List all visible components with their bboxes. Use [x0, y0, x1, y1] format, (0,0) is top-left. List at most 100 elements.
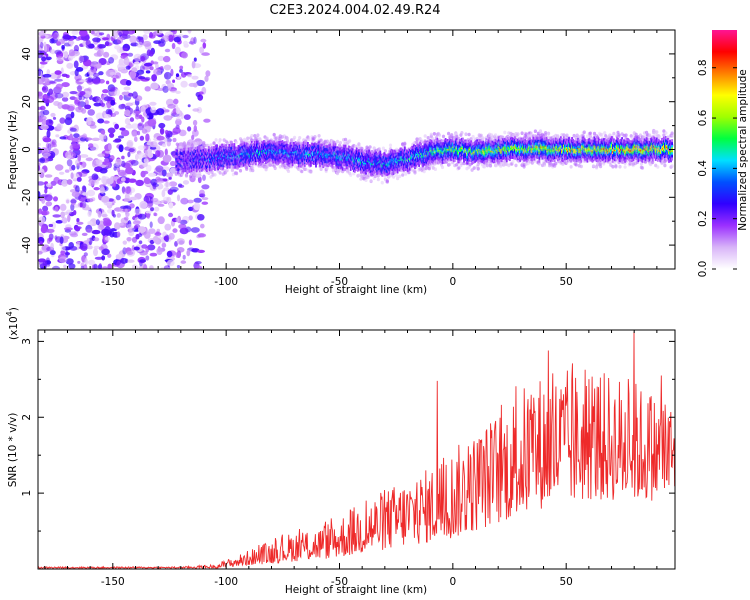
spectrogram-cell [44, 78, 50, 85]
spectrogram-cell [92, 97, 99, 102]
spectrogram-cell [331, 156, 334, 158]
spectrogram-cell [136, 41, 144, 48]
spectrogram-cell [209, 143, 213, 147]
spectrogram-cell [396, 162, 399, 164]
spectrogram-cell [80, 243, 88, 251]
spectrogram-cell [90, 30, 95, 35]
spectrogram-cell [46, 129, 51, 138]
spectrogram-cell [125, 124, 134, 129]
spectrogram-cell [255, 136, 259, 140]
spectrogram-cell [62, 35, 72, 40]
spectrogram-cell [198, 171, 202, 176]
spectrogram-cell [165, 172, 173, 178]
spectrogram-cell [118, 58, 124, 66]
spectrogram-cell [84, 104, 92, 110]
spectrogram-cell [200, 146, 204, 150]
spectrogram-cell [149, 66, 154, 71]
spectrogram-cell [92, 79, 101, 85]
spectrogram-cell [120, 177, 126, 182]
spectrogram-cell [202, 174, 206, 181]
spectrogram-cell [42, 109, 50, 116]
spectrogram-cell [166, 259, 175, 267]
spectrogram-cell [387, 164, 390, 166]
spectrogram-cell [180, 260, 187, 264]
spectrogram-cell [79, 154, 89, 158]
spectrogram-cell [114, 45, 121, 50]
spectrogram-cell [55, 134, 60, 138]
spectrogram-cell [82, 133, 88, 139]
spectrogram-cell [197, 176, 202, 184]
spectrogram-cell [402, 160, 405, 162]
spectrogram-cell [511, 160, 515, 164]
spectrogram-cell [265, 152, 267, 154]
spectrogram-cell [39, 241, 43, 246]
spectrogram-cell [181, 159, 184, 161]
spectrogram-cell [292, 151, 295, 154]
spectrogram-cell [253, 134, 257, 138]
spectrogram-cell [205, 159, 207, 161]
spectrogram-cell [164, 129, 169, 135]
spectrogram-cell [94, 256, 104, 260]
spectrogram-cell [87, 220, 93, 225]
spectrogram-cell [79, 91, 86, 96]
spectrogram-cell [137, 145, 146, 151]
spectrogram-cell [71, 191, 80, 198]
spectrogram-cell [369, 179, 373, 183]
spectrogram-cell [75, 185, 80, 193]
spectrogram-cell [137, 122, 144, 131]
spectrogram-cell [119, 222, 124, 226]
spectrogram-cell [182, 160, 185, 163]
spectrogram-cell [66, 159, 73, 167]
spectrogram-cell [258, 153, 260, 156]
spectrogram-cell [41, 56, 47, 62]
spectrogram-cell [240, 153, 243, 155]
spectrogram-cell [123, 57, 130, 66]
spectrogram-cell [538, 129, 543, 133]
spectrogram-cell [82, 192, 88, 196]
spectrogram-cell [126, 251, 134, 255]
spectrogram-cell [201, 52, 210, 56]
spectrogram-cell [42, 137, 52, 143]
spectrogram-cell [149, 101, 157, 106]
spectrogram-cell [167, 103, 176, 109]
spectrogram-cell [383, 162, 386, 164]
spectrogram-cell [176, 194, 181, 202]
spectrogram-cell [162, 85, 169, 93]
spectrogram-cell [533, 129, 538, 133]
spectrogram-cell [159, 200, 168, 204]
spectrogram-cell [321, 153, 324, 156]
spectrogram-cell [158, 122, 166, 129]
spectrogram-cell [317, 152, 319, 154]
spectrogram-cell [129, 117, 135, 122]
spectrogram-cell [71, 164, 76, 171]
spectrogram-cell [44, 174, 53, 178]
spectrogram-cell [135, 179, 144, 187]
spectrogram-cell [433, 167, 437, 171]
spectrogram-cell [143, 195, 150, 203]
spectrogram-cell [180, 80, 188, 88]
spectrogram-cell [54, 78, 63, 82]
spectrogram-cell [464, 132, 468, 136]
spectrogram-cell [49, 250, 56, 256]
spectrogram-cell [63, 51, 69, 59]
spectrogram-cell [455, 162, 459, 167]
spectrogram-cell [330, 155, 333, 157]
spectrogram-cell [398, 159, 401, 162]
spectrogram-cell [145, 133, 150, 142]
spectrogram-cell [137, 213, 147, 220]
spectrogram-cell [290, 152, 293, 154]
spectrogram-cell [139, 250, 148, 256]
spectrogram-cell [467, 132, 471, 137]
spectrogram-cell [127, 52, 134, 57]
spectrogram-cell [210, 160, 212, 162]
spectrogram-cell [85, 39, 91, 47]
spectrogram-cell [231, 153, 234, 155]
spectrogram-cell [169, 160, 176, 167]
spectrogram-cell [544, 131, 548, 135]
spectrogram-cell [167, 85, 172, 91]
spectrogram-cell [429, 132, 433, 137]
spectrogram-cell [267, 151, 269, 153]
spectrogram-cell [88, 179, 98, 184]
spectrogram-cell [230, 153, 233, 156]
spectrogram-cell [369, 161, 371, 164]
